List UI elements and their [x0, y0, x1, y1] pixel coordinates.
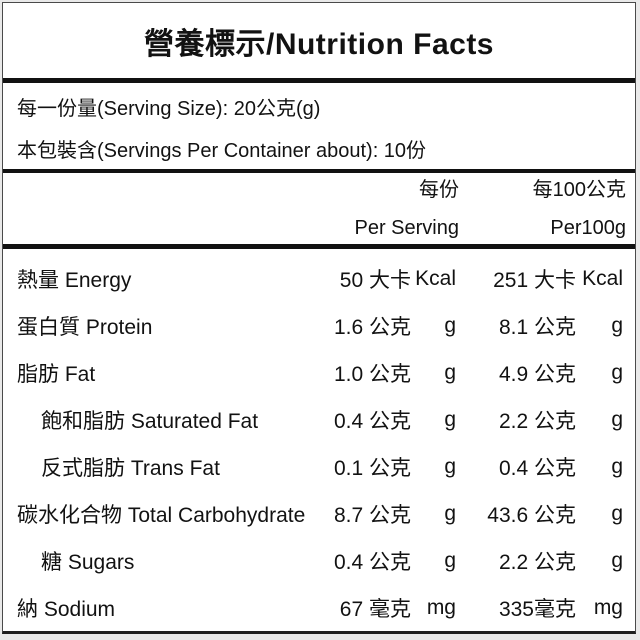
nutrient-label: 納 Sodium — [17, 597, 116, 621]
unit-per-serving: g — [444, 548, 456, 572]
value-per-100g: 335毫克 — [498, 597, 576, 621]
unit-per-100g: g — [611, 454, 623, 478]
nutrient-row-energy: 熱量 Energy 50 大卡 Kcal 251 大卡 Kcal — [17, 255, 626, 302]
value-per-serving: 1.6 公克 — [333, 315, 411, 339]
unit-per-100g: mg — [593, 595, 623, 619]
nutrient-label: 碳水化合物 Total Carbohydrate — [17, 503, 306, 527]
nutrient-row-fat: 脂肪 Fat 1.0 公克 g 4.9 公克 g — [17, 349, 626, 396]
value-per-serving: 0.4 公克 — [333, 550, 411, 574]
unit-per-100g: Kcal — [582, 266, 623, 290]
nutrient-label: 糖 Sugars — [41, 550, 135, 574]
nutrient-row-sugars: 糖 Sugars 0.4 公克 g 2.2 公克 g — [17, 537, 626, 584]
nutrient-row-saturated-fat: 飽和脂肪 Saturated Fat 0.4 公克 g 2.2 公克 g — [17, 396, 626, 443]
column-headers-en: Per Serving Per100g — [17, 216, 627, 240]
nutrient-row-trans-fat: 反式脂肪 Trans Fat 0.1 公克 g 0.4 公克 g — [17, 443, 626, 490]
column-header-per-serving-en: Per Serving — [354, 216, 460, 239]
unit-per-serving: g — [444, 313, 456, 337]
unit-per-serving: g — [444, 360, 456, 384]
nutrient-label: 熱量 Energy — [17, 268, 132, 292]
column-header-section: 每份 每100公克 Per Serving Per100g — [3, 173, 635, 249]
column-header-per-100g-en: Per100g — [550, 216, 626, 239]
unit-per-serving: mg — [426, 595, 456, 619]
value-per-serving: 50 大卡 — [339, 268, 411, 292]
serving-size-text: 每一份量(Serving Size): 20公克(g) — [17, 97, 321, 120]
serving-info-section: 每一份量(Serving Size): 20公克(g) 本包裝含(Serving… — [3, 83, 635, 173]
unit-per-serving: g — [444, 454, 456, 478]
value-per-serving: 0.1 公克 — [333, 456, 411, 480]
value-per-100g: 251 大卡 — [493, 268, 576, 292]
nutrient-row-carbohydrate: 碳水化合物 Total Carbohydrate 8.7 公克 g 43.6 公… — [17, 490, 626, 537]
nutrition-label: 營養標示/Nutrition Facts 每一份量(Serving Size):… — [2, 2, 636, 634]
unit-per-100g: g — [611, 360, 623, 384]
value-per-100g: 8.1 公克 — [498, 315, 576, 339]
nutrient-label: 飽和脂肪 Saturated Fat — [41, 409, 259, 433]
value-per-serving: 8.7 公克 — [333, 503, 411, 527]
unit-per-100g: g — [611, 407, 623, 431]
unit-per-serving: Kcal — [415, 266, 456, 290]
value-per-100g: 2.2 公克 — [498, 550, 576, 574]
servings-per-container-text: 本包裝含(Servings Per Container about): 10份 — [17, 139, 427, 162]
value-per-serving: 67 毫克 — [339, 597, 411, 621]
value-per-100g: 4.9 公克 — [498, 362, 576, 386]
unit-per-100g: g — [611, 548, 623, 572]
unit-per-serving: g — [444, 407, 456, 431]
nutrient-row-sodium: 納 Sodium 67 毫克 mg 335毫克 mg — [17, 584, 626, 631]
nutrient-label: 脂肪 Fat — [17, 362, 96, 386]
column-headers-zh: 每份 每100公克 — [17, 175, 626, 201]
column-header-per-serving-zh: 每份 — [419, 178, 459, 201]
value-per-serving: 0.4 公克 — [333, 409, 411, 433]
title-bar: 營養標示/Nutrition Facts — [3, 3, 635, 83]
value-per-100g: 2.2 公克 — [498, 409, 576, 433]
nutrient-label: 反式脂肪 Trans Fat — [41, 456, 220, 480]
value-per-100g: 0.4 公克 — [498, 456, 576, 480]
page-title: 營養標示/Nutrition Facts — [143, 27, 494, 61]
nutrient-table: 熱量 Energy 50 大卡 Kcal 251 大卡 Kcal 蛋白質 Pro… — [3, 249, 635, 631]
unit-per-100g: g — [611, 313, 623, 337]
column-header-per-100g-zh: 每100公克 — [532, 178, 626, 201]
unit-per-serving: g — [444, 501, 456, 525]
unit-per-100g: g — [611, 501, 623, 525]
nutrient-row-protein: 蛋白質 Protein 1.6 公克 g 8.1 公克 g — [17, 302, 626, 349]
nutrient-label: 蛋白質 Protein — [17, 315, 153, 339]
value-per-100g: 43.6 公克 — [487, 503, 576, 527]
value-per-serving: 1.0 公克 — [333, 362, 411, 386]
